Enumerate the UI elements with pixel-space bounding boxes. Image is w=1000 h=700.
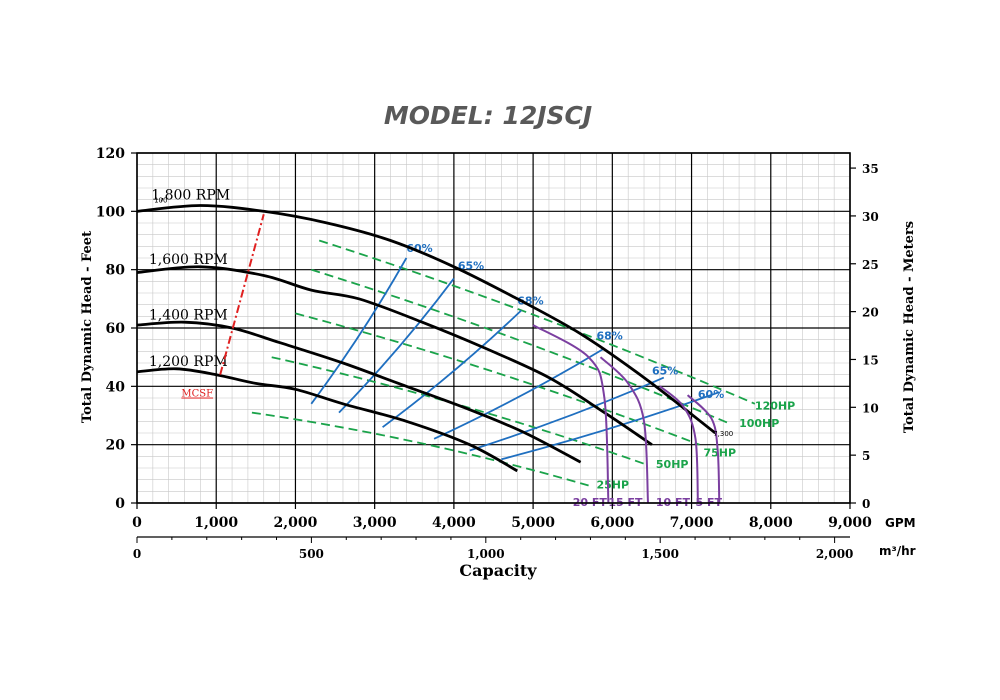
- rpm-label: 1,800 RPM: [151, 188, 230, 204]
- y-tick-label: 40: [106, 379, 126, 395]
- y-tick-label: 100: [96, 204, 125, 220]
- horsepower-label: 75HP: [703, 446, 736, 459]
- x-tick-label: 8,000: [749, 515, 793, 531]
- x-tick-label: 4,000: [432, 515, 476, 531]
- x-axis-title: Capacity: [459, 561, 537, 580]
- horsepower-label: 25HP: [596, 478, 629, 491]
- y-axis-title: Total Dynamic Head - Feet: [80, 231, 95, 423]
- efficiency-label: 68%: [596, 330, 622, 343]
- y-tick-label: 20: [106, 438, 126, 454]
- efficiency-line: [469, 376, 665, 452]
- horsepower-line: [318, 239, 756, 405]
- npsh-curve: [532, 324, 610, 504]
- plot-area: 25HP 50HP 75HP 100HP 120HP 60% 65% 68% 68% 65% 60%…: [136, 188, 795, 509]
- rpm-label: 1,200 RPM: [149, 354, 228, 370]
- y2-axis-title: Total Dynamic Head - Meters: [902, 221, 917, 433]
- efficiency-line: [433, 347, 605, 440]
- head-curve: [136, 265, 653, 446]
- x2-tick-label: 2,000: [816, 547, 854, 561]
- horsepower-line: [271, 356, 649, 466]
- x-tick-label: 1,000: [194, 515, 238, 531]
- x-tick-label: 9,000: [828, 515, 872, 531]
- head-curve: [136, 320, 582, 464]
- x-tick-label: 2,000: [274, 515, 318, 531]
- efficiency-label: 68%: [517, 295, 543, 308]
- x-tick-label: 7,000: [670, 515, 714, 531]
- horsepower-label: 120HP: [755, 400, 795, 413]
- x2-tick-label: 0: [133, 547, 141, 561]
- y2-tick-label: 25: [862, 258, 879, 272]
- y2-tick-label: 10: [862, 401, 879, 415]
- x2-tick-label: 1,500: [641, 547, 679, 561]
- annotation-label: 7,300: [713, 430, 733, 438]
- y2-tick-label: 20: [862, 306, 879, 320]
- axes: 0 20 40 60 80 100 120 0 5 10 15 20 25 30 35 0 1,000 2,000…: [96, 146, 879, 561]
- y-tick-label: 80: [106, 263, 126, 279]
- x-tick-label: 3,000: [353, 515, 397, 531]
- annotation-label: 100: [154, 197, 167, 205]
- x-tick-label: 6,000: [590, 515, 634, 531]
- npsh-curve: [686, 394, 721, 504]
- x-tick-label: 5,000: [511, 515, 555, 531]
- mcsf-label: MCSF: [181, 389, 213, 400]
- horsepower-label: 100HP: [739, 417, 779, 430]
- y-tick-label: 0: [115, 496, 125, 512]
- efficiency-label: 65%: [458, 260, 484, 273]
- rpm-label: 1,400 RPM: [149, 307, 228, 323]
- efficiency-label: 65%: [652, 365, 678, 378]
- x2-tick-label: 500: [299, 547, 324, 561]
- y2-tick-label: 15: [862, 353, 879, 367]
- x-unit-label: GPM: [885, 516, 916, 530]
- x2-tick-label: 1,000: [467, 547, 505, 561]
- y2-tick-label: 35: [862, 162, 879, 176]
- x-tick-label: 0: [132, 515, 142, 531]
- y2-tick-label: 30: [862, 210, 879, 224]
- efficiency-line: [338, 277, 455, 414]
- x2-unit-label: m³/hr: [879, 544, 916, 558]
- horsepower-line: [251, 411, 589, 487]
- efficiency-line: [501, 391, 720, 461]
- grid: [136, 152, 851, 504]
- efficiency-label: 60%: [698, 388, 724, 401]
- y2-tick-label: 0: [862, 497, 870, 511]
- efficiency-line: [382, 309, 522, 428]
- npsh-curve: [659, 385, 699, 504]
- head-curve: [136, 204, 717, 435]
- npsh-curve: [599, 356, 649, 504]
- y2-tick-label: 5: [862, 449, 870, 463]
- y-tick-label: 60: [106, 321, 126, 337]
- rpm-label: 1,600 RPM: [149, 252, 228, 268]
- efficiency-label: 60%: [406, 242, 432, 255]
- chart-title: MODEL: 12JSCJ: [384, 101, 592, 130]
- y-tick-label: 120: [96, 146, 125, 162]
- mcsf-line: [219, 213, 265, 375]
- horsepower-label: 50HP: [656, 458, 689, 471]
- efficiency-line: [310, 257, 408, 405]
- head-curve: [136, 367, 518, 473]
